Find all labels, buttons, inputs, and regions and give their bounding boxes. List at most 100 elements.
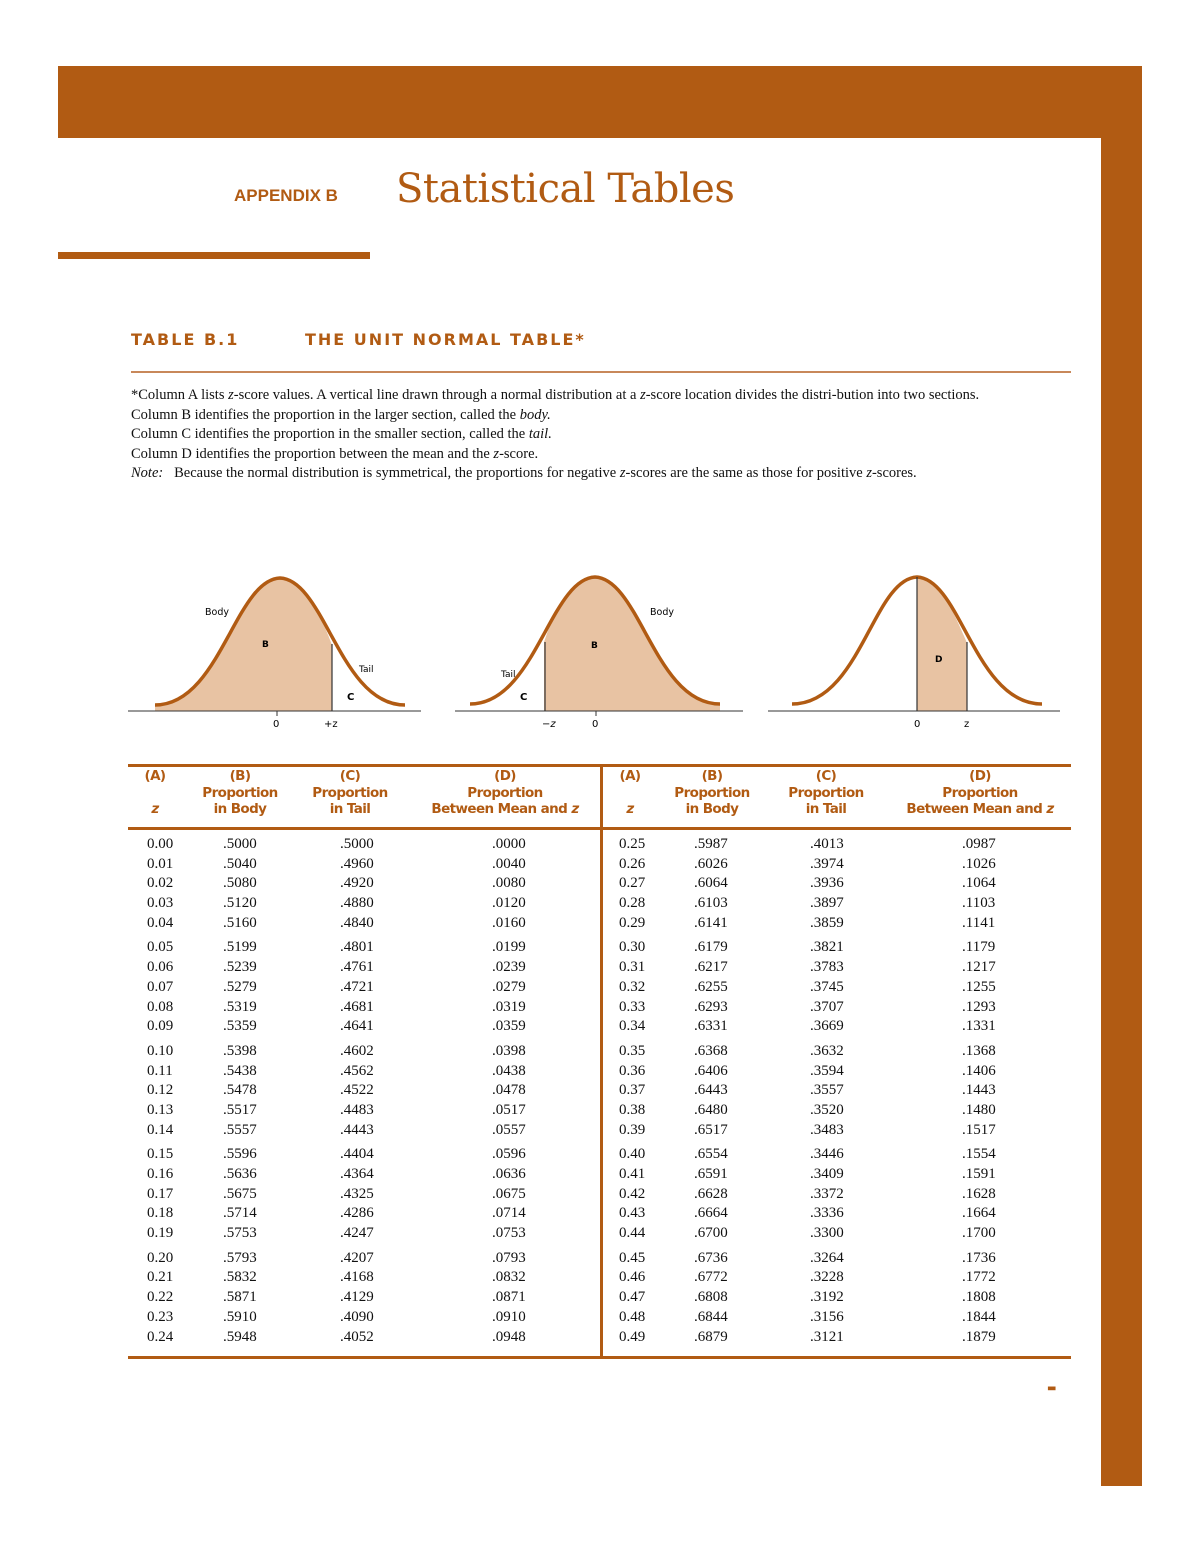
table-cell: .6141 xyxy=(694,914,728,931)
table-cell: .6103 xyxy=(694,895,728,912)
header-col-d-right: (D) Proportion Between Mean and z xyxy=(906,768,1054,817)
table-cell: .3936 xyxy=(810,875,844,892)
table-cell: 0.10 xyxy=(147,1042,174,1059)
title-underbar xyxy=(58,252,370,259)
table-cell: .5199 xyxy=(223,939,257,956)
side-bar-decoration xyxy=(1101,138,1142,1486)
table-cell: .6554 xyxy=(694,1146,728,1163)
figure-body-tail-positive: Body B Tail C 0 +z xyxy=(128,576,421,730)
svg-text:0: 0 xyxy=(273,719,279,730)
table-cell: .6664 xyxy=(694,1205,728,1222)
table-cell: .4443 xyxy=(340,1121,374,1138)
svg-text:Tail: Tail xyxy=(500,670,516,680)
table-cell: .4483 xyxy=(340,1101,374,1118)
table-cell: .0160 xyxy=(492,914,526,931)
col-mean-right: .0987 .1026 .1064 .1103 .1141 .1179 .1217 .1255… xyxy=(962,835,996,1352)
table-cell: .5080 xyxy=(223,875,257,892)
col-z-right: 0.25 0.26 0.27 0.28 0.29 0.30 0.31 0.32 0.33 0.34… xyxy=(619,835,645,1352)
table-cell: .5557 xyxy=(223,1121,257,1138)
table-cell: 0.40 xyxy=(619,1146,646,1163)
table-cell: .5714 xyxy=(223,1205,257,1222)
table-cell: .4247 xyxy=(340,1225,374,1242)
normal-distribution-figures: Body B Tail C 0 +z Body B Tail C −z 0 D … xyxy=(128,575,1060,730)
table-cell: .5987 xyxy=(694,836,728,852)
table-cell: .5359 xyxy=(223,1018,257,1035)
table-cell: .5910 xyxy=(223,1308,257,1325)
table-cell: 0.37 xyxy=(619,1082,646,1099)
table-cell: .4207 xyxy=(340,1249,374,1266)
table-cell: .0753 xyxy=(492,1225,526,1242)
table-cell: .1443 xyxy=(962,1082,996,1099)
table-cell: .0948 xyxy=(492,1328,526,1345)
svg-text:Tail: Tail xyxy=(358,665,374,675)
table-cell: .1331 xyxy=(962,1018,996,1035)
table-cell: .0832 xyxy=(492,1269,526,1286)
table-cell: .6736 xyxy=(694,1249,728,1266)
table-header-rule xyxy=(128,827,1071,830)
table-cell: .4168 xyxy=(340,1269,374,1286)
svg-text:B: B xyxy=(262,640,269,650)
table-notes: *Column A lists z-score values. A vertic… xyxy=(131,386,1051,484)
table-cell: .3300 xyxy=(810,1225,844,1242)
table-cell: 0.08 xyxy=(147,998,174,1015)
table-cell: .5753 xyxy=(223,1225,257,1242)
table-cell: 0.02 xyxy=(147,875,174,892)
table-cell: .4761 xyxy=(340,959,374,976)
page-title: Statistical Tables xyxy=(396,166,735,212)
table-cell: .1772 xyxy=(962,1269,996,1286)
table-cell: 0.24 xyxy=(147,1328,174,1345)
table-cell: 0.33 xyxy=(619,998,646,1015)
table-cell: 0.13 xyxy=(147,1101,174,1118)
table-cell: 0.01 xyxy=(147,855,174,872)
table-cell: .3409 xyxy=(810,1166,844,1182)
svg-text:D: D xyxy=(935,655,942,665)
table-cell: .6406 xyxy=(694,1062,728,1079)
table-cell: .4681 xyxy=(340,998,374,1015)
table-top-rule xyxy=(128,764,1071,767)
table-cell: .4052 xyxy=(340,1328,374,1345)
table-cell: .3594 xyxy=(810,1062,844,1079)
page-number-mark: ▬ xyxy=(1047,1383,1057,1394)
table-cell: .4562 xyxy=(340,1062,374,1079)
header-col-d-left: (D) Proportion Between Mean and z xyxy=(431,768,579,817)
table-cell: .1064 xyxy=(962,875,996,892)
table-cell: 0.14 xyxy=(147,1121,174,1138)
table-cell: .3192 xyxy=(810,1289,844,1306)
table-cell: .1179 xyxy=(962,939,996,956)
table-cell: .4721 xyxy=(340,978,374,995)
svg-text:C: C xyxy=(347,692,354,703)
table-cell: .0793 xyxy=(492,1249,526,1266)
table-cell: .5636 xyxy=(223,1166,257,1182)
table-cell: 0.42 xyxy=(619,1185,646,1202)
table-cell: .1808 xyxy=(962,1289,996,1306)
table-cell: .4880 xyxy=(340,895,374,912)
svg-text:Body: Body xyxy=(205,607,229,618)
table-cell: 0.36 xyxy=(619,1062,646,1079)
table-cell: .1664 xyxy=(962,1205,996,1222)
table-cell: .0557 xyxy=(492,1121,526,1138)
header-col-b-right: (B) Proportion in Body xyxy=(674,768,750,817)
table-cell: 0.21 xyxy=(147,1269,174,1286)
table-cell: .0199 xyxy=(492,939,526,956)
table-cell: 0.12 xyxy=(147,1082,174,1099)
table-cell: .3520 xyxy=(810,1101,844,1118)
table-cell: .3859 xyxy=(810,914,844,931)
table-cell: .0438 xyxy=(492,1062,526,1079)
table-cell: .3372 xyxy=(810,1185,844,1202)
table-cell: .5948 xyxy=(223,1328,257,1345)
col-tail-right: .4013 .3974 .3936 .3897 .3859 .3821 .3783 .3745… xyxy=(810,835,844,1352)
table-cell: .3156 xyxy=(810,1308,844,1325)
table-cell: .1368 xyxy=(962,1042,996,1059)
header-banner xyxy=(58,66,1142,138)
table-cell: .6443 xyxy=(694,1082,728,1099)
table-cell: 0.47 xyxy=(619,1289,646,1306)
table-cell: .0359 xyxy=(492,1018,526,1035)
table-cell: .4801 xyxy=(340,939,374,956)
table-name: THE UNIT NORMAL TABLE* xyxy=(305,330,586,349)
section-rule xyxy=(131,371,1071,373)
table-cell: .1554 xyxy=(962,1146,996,1163)
svg-text:Body: Body xyxy=(650,607,674,618)
table-cell: .6772 xyxy=(694,1269,728,1286)
table-cell: 0.25 xyxy=(619,836,646,852)
table-cell: .6026 xyxy=(694,855,728,872)
